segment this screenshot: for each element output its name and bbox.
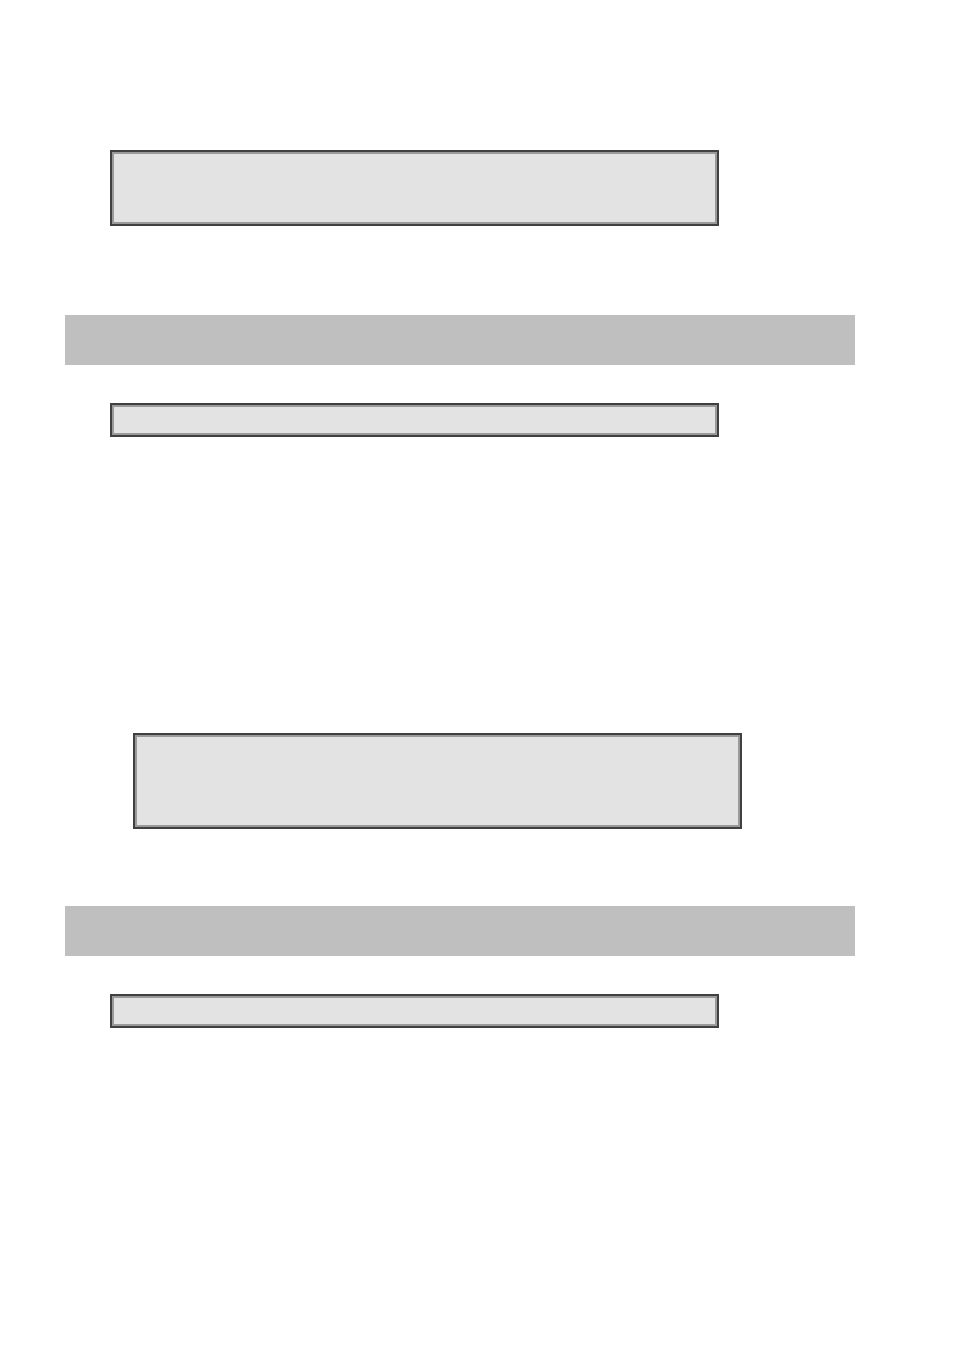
bar-2 xyxy=(65,906,855,956)
bar-1 xyxy=(65,315,855,365)
box-1 xyxy=(110,150,719,226)
box-2 xyxy=(110,403,719,437)
box-3 xyxy=(133,733,742,829)
page-canvas xyxy=(0,0,954,1350)
box-4 xyxy=(110,994,719,1028)
